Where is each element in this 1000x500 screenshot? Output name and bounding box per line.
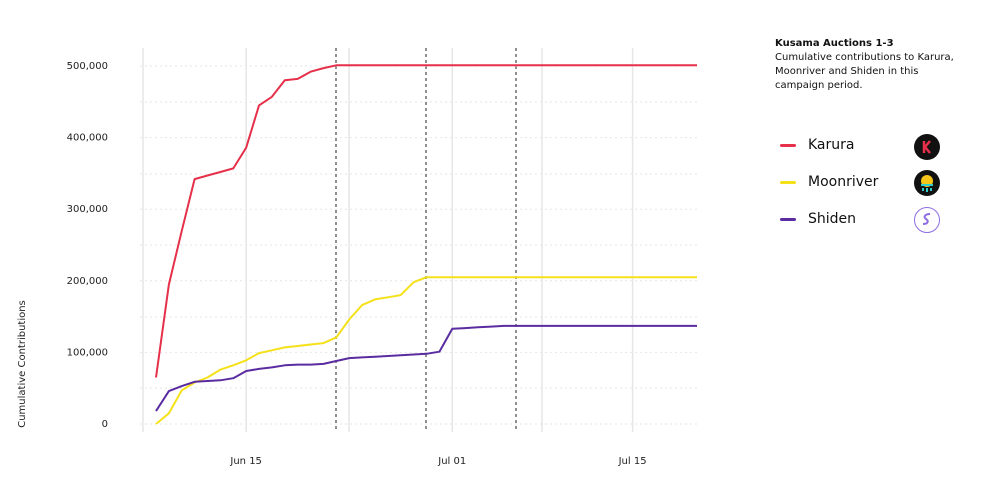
legend-entry: Moonriver [780,174,878,190]
legend-swatch [780,180,796,184]
x-tick-label: Jul 15 [618,456,647,467]
y-tick-label: 300,000 [67,204,108,215]
line-2 [155,324,697,412]
legend-panel: Kusama Auctions 1-3 Cumulative contribut… [775,37,955,93]
line-0 [155,64,697,378]
y-tick-label: 400,000 [67,133,108,144]
auction-dividers [335,48,517,432]
legend-swatch [780,143,796,147]
x-tick-label: Jun 15 [229,456,262,467]
chart: Cumulative Contributions 0 100,000 200,000… [17,48,697,467]
vertical-grid [142,48,543,432]
moonriver-icon [914,170,940,196]
chart-subtitle: Cumulative contributions to Karura, Moon… [775,52,954,91]
legend-entry: Shiden [780,211,856,227]
karura-icon [914,134,940,160]
y-axis-label: Cumulative Contributions [17,300,28,428]
y-tick-label: 100,000 [67,347,108,358]
legend-label: Shiden [808,211,857,227]
y-tick-label: 500,000 [67,61,108,72]
legend-label: Moonriver [808,174,879,190]
legend-entry: Karura [780,137,854,153]
legend-label: Karura [808,137,855,153]
shiden-icon [914,207,940,233]
line-1 [155,276,697,425]
y-tick-label: 200,000 [67,276,108,287]
y-tick-label: 0 [102,419,108,430]
minor-grid [140,101,697,389]
chart-title: Kusama Auctions 1-3 [775,38,894,49]
legend-swatch [780,217,796,221]
x-tick-label: Jul 01 [437,456,466,467]
